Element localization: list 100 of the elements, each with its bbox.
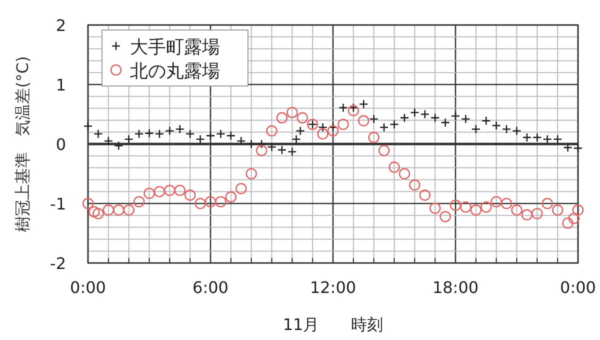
point bbox=[542, 134, 552, 144]
point bbox=[338, 118, 349, 130]
point bbox=[112, 204, 124, 216]
y-tick-label: -2 bbox=[50, 254, 66, 273]
point bbox=[379, 122, 389, 132]
point bbox=[378, 144, 390, 156]
point bbox=[226, 131, 236, 140]
point bbox=[82, 198, 94, 210]
y-tick-label: 2 bbox=[56, 16, 66, 35]
point bbox=[470, 204, 482, 216]
point bbox=[420, 110, 430, 119]
point bbox=[133, 196, 145, 208]
point bbox=[124, 134, 134, 144]
point bbox=[419, 190, 431, 201]
point bbox=[481, 116, 491, 126]
point bbox=[430, 113, 440, 122]
point bbox=[256, 144, 268, 156]
point bbox=[521, 209, 533, 220]
point bbox=[532, 132, 542, 142]
point bbox=[104, 136, 114, 146]
point bbox=[154, 186, 166, 198]
point bbox=[288, 147, 297, 156]
point bbox=[292, 134, 301, 144]
point bbox=[165, 126, 174, 136]
point bbox=[490, 196, 502, 208]
point bbox=[276, 112, 288, 124]
point bbox=[154, 129, 164, 139]
point bbox=[256, 139, 266, 149]
point bbox=[500, 198, 512, 210]
point bbox=[164, 184, 176, 196]
point bbox=[348, 103, 358, 112]
point bbox=[410, 108, 420, 118]
point bbox=[440, 118, 450, 128]
legend-label: 大手町露場 bbox=[130, 37, 220, 58]
point bbox=[338, 103, 348, 112]
point bbox=[572, 204, 584, 216]
point bbox=[522, 132, 532, 142]
y-tick-label: 1 bbox=[56, 76, 66, 94]
point bbox=[480, 201, 492, 213]
point bbox=[246, 139, 256, 149]
point bbox=[358, 99, 368, 109]
point bbox=[368, 132, 380, 144]
x-tick-label: 0:00 bbox=[70, 278, 106, 297]
point bbox=[134, 129, 144, 139]
point bbox=[225, 191, 237, 203]
point bbox=[235, 182, 247, 194]
point bbox=[94, 129, 103, 139]
point bbox=[369, 114, 378, 124]
point bbox=[409, 179, 420, 191]
point bbox=[184, 190, 196, 201]
point bbox=[492, 120, 501, 130]
point bbox=[102, 204, 114, 216]
point bbox=[114, 141, 124, 150]
point bbox=[327, 125, 339, 137]
point bbox=[286, 106, 298, 118]
point bbox=[216, 129, 226, 139]
point bbox=[277, 145, 287, 155]
point bbox=[573, 144, 583, 153]
point bbox=[358, 115, 370, 126]
point bbox=[390, 120, 399, 130]
point bbox=[92, 208, 104, 220]
point bbox=[194, 198, 206, 210]
point bbox=[318, 122, 328, 132]
point bbox=[83, 122, 93, 131]
y-axis-title: 樹冠上基準 気温差(°C) bbox=[13, 56, 32, 232]
point bbox=[266, 125, 278, 137]
y-tick-label: -1 bbox=[50, 194, 66, 214]
point bbox=[511, 204, 522, 216]
x-axis-title: 11月 時刻 bbox=[282, 315, 384, 334]
point bbox=[144, 188, 155, 200]
point bbox=[206, 131, 216, 140]
point bbox=[440, 210, 451, 222]
point bbox=[296, 112, 308, 124]
point bbox=[552, 134, 562, 144]
point bbox=[174, 184, 186, 196]
point bbox=[236, 136, 246, 146]
point bbox=[400, 113, 410, 122]
x-tick-label: 12:00 bbox=[310, 278, 356, 297]
x-tick-label: 18:00 bbox=[432, 278, 479, 297]
point bbox=[512, 126, 522, 136]
point bbox=[450, 111, 460, 121]
point bbox=[175, 124, 185, 134]
point bbox=[388, 162, 400, 173]
point bbox=[398, 168, 410, 180]
point bbox=[204, 196, 216, 208]
point bbox=[246, 168, 257, 180]
point bbox=[123, 204, 134, 216]
point bbox=[429, 202, 441, 214]
point bbox=[460, 201, 472, 213]
point bbox=[532, 208, 543, 220]
y-tick-label: 0 bbox=[56, 135, 66, 154]
x-tick-label: 6:00 bbox=[192, 278, 228, 297]
point bbox=[88, 206, 100, 218]
point bbox=[450, 200, 462, 211]
point bbox=[328, 122, 338, 132]
point bbox=[348, 105, 360, 116]
point bbox=[471, 124, 481, 134]
point bbox=[568, 212, 580, 224]
point bbox=[144, 128, 154, 138]
point bbox=[552, 204, 564, 216]
